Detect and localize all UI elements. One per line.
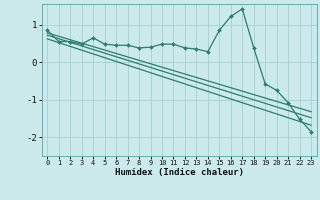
X-axis label: Humidex (Indice chaleur): Humidex (Indice chaleur) xyxy=(115,168,244,177)
